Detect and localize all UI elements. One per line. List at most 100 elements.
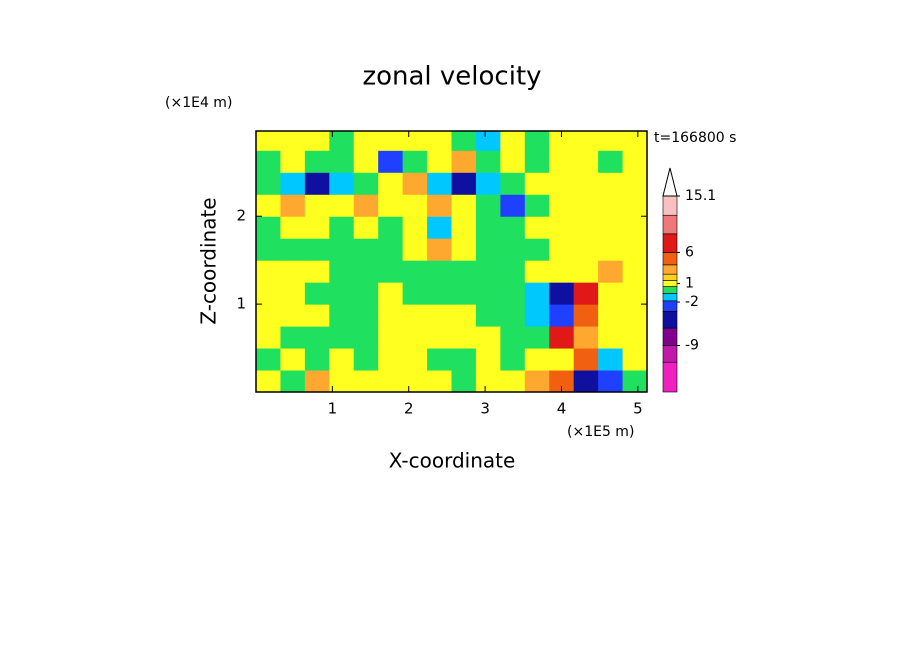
colorbar-segment: [662, 345, 678, 363]
field-cell: [280, 172, 306, 195]
field-cell: [304, 172, 330, 195]
field-cell: [451, 326, 477, 349]
field-cell: [427, 282, 452, 305]
field-cell: [378, 150, 404, 173]
field-cell: [549, 326, 575, 349]
colorbar-segment: [662, 300, 678, 312]
field-cell: [524, 282, 550, 305]
field-cell: [402, 260, 428, 283]
field-cell: [304, 194, 330, 217]
field-cell: [304, 260, 330, 283]
field: [256, 131, 647, 392]
field-cell: [427, 370, 452, 392]
field-cell: [304, 238, 330, 261]
colorbar-segment: [662, 311, 678, 329]
field-cell: [524, 370, 550, 392]
colorbar-segment: [662, 327, 678, 346]
field-cell: [280, 238, 306, 261]
field-cell: [524, 131, 550, 151]
field-cell: [622, 131, 647, 151]
field-cell: [573, 282, 599, 305]
field-cell: [353, 172, 379, 195]
field-cell: [475, 150, 501, 173]
field-cell: [573, 172, 599, 195]
field-cell: [573, 131, 599, 151]
field-cell: [304, 348, 330, 371]
field-cell: [329, 304, 355, 327]
field-cell: [280, 326, 306, 349]
field-cell: [475, 131, 501, 151]
field-cell: [500, 172, 526, 195]
field-cell: [475, 260, 501, 283]
field-cell: [329, 370, 355, 392]
field-cell: [304, 370, 330, 392]
field-cell: [427, 131, 452, 151]
field-cell: [353, 348, 379, 371]
field-cell: [524, 260, 550, 283]
field-cell: [598, 370, 624, 392]
field-cell: [598, 194, 624, 217]
field-cell: [549, 304, 575, 327]
field-cell: [256, 150, 281, 173]
field-cell: [256, 172, 281, 195]
field-cell: [353, 216, 379, 239]
field-cell: [329, 194, 355, 217]
x-tick-label: 3: [480, 400, 490, 418]
field-cell: [524, 348, 550, 371]
field-cell: [524, 326, 550, 349]
field-cell: [573, 238, 599, 261]
field-cell: [378, 172, 404, 195]
field-cell: [378, 326, 404, 349]
field-cell: [353, 150, 379, 173]
field-cell: [451, 260, 477, 283]
field-cell: [500, 304, 526, 327]
field-cell: [500, 216, 526, 239]
field-cell: [451, 238, 477, 261]
field-cell: [329, 282, 355, 305]
y-tick-label: 1: [236, 295, 246, 313]
field-cell: [427, 194, 452, 217]
field-cell: [500, 194, 526, 217]
field-cell: [329, 131, 355, 151]
field-cell: [549, 370, 575, 392]
field-cell: [427, 260, 452, 283]
field-cell: [353, 131, 379, 151]
field-cell: [500, 238, 526, 261]
field-cell: [451, 282, 477, 305]
field-cell: [378, 131, 404, 151]
y-axis-label: Z-coordinate: [197, 197, 221, 324]
field-cell: [402, 172, 428, 195]
colorbar-tick-label: 1: [685, 275, 694, 291]
field-cell: [427, 304, 452, 327]
colorbar-segment: [662, 273, 678, 281]
field-cell: [451, 348, 477, 371]
field-cell: [353, 260, 379, 283]
colorbar-segment: [662, 233, 678, 253]
field-cell: [329, 172, 355, 195]
field-cell: [622, 216, 647, 239]
field-cell: [598, 216, 624, 239]
field-cell: [353, 238, 379, 261]
field-cell: [475, 326, 501, 349]
field-cell: [353, 304, 379, 327]
field-cell: [500, 370, 526, 392]
field-cell: [256, 304, 281, 327]
field-cell: [622, 282, 647, 305]
field-cell: [402, 370, 428, 392]
field-cell: [622, 326, 647, 349]
field-cell: [304, 282, 330, 305]
field-cell: [622, 304, 647, 327]
field-cell: [549, 238, 575, 261]
field-cell: [402, 348, 428, 371]
x-tick-label: 1: [328, 400, 338, 418]
field-cell: [427, 326, 452, 349]
field-cell: [402, 304, 428, 327]
field-cell: [451, 150, 477, 173]
field-cell: [427, 348, 452, 371]
field-cell: [329, 150, 355, 173]
field-cell: [549, 131, 575, 151]
y-unit: (×1E4 m): [165, 95, 232, 111]
field-cell: [256, 216, 281, 239]
field-cell: [549, 150, 575, 173]
